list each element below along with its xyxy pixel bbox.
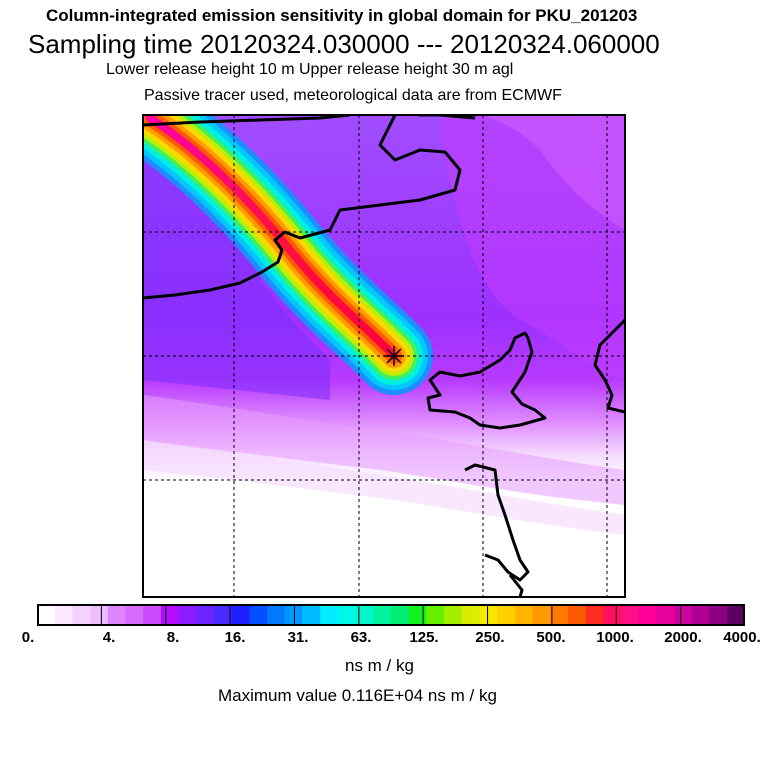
coastlines bbox=[143, 115, 625, 597]
colorbar-swatch bbox=[550, 604, 569, 626]
colorbar-swatch bbox=[231, 604, 250, 626]
colorbar-swatch bbox=[72, 604, 91, 626]
colorbar-tick-label: 63. bbox=[350, 629, 372, 646]
colorbar-swatch bbox=[532, 604, 551, 626]
colorbar-swatch bbox=[355, 604, 374, 626]
colorbar-swatch bbox=[674, 604, 693, 626]
colorbar-tick-label: 2000. bbox=[664, 629, 702, 646]
colorbar-swatch bbox=[54, 604, 73, 626]
colorbar-tick-label: 125. bbox=[409, 629, 439, 646]
colorbar-tick-label: 4. bbox=[102, 629, 116, 646]
colorbar-swatch bbox=[337, 604, 357, 626]
colorbar-swatch bbox=[107, 604, 126, 626]
units-label: ns m / kg bbox=[345, 656, 414, 675]
emission-plume bbox=[143, 115, 433, 395]
colorbar-swatch bbox=[90, 604, 109, 626]
tracer-info: Passive tracer used, meteorological data… bbox=[144, 87, 562, 104]
colorbar-swatch bbox=[461, 604, 480, 626]
colorbar-swatch bbox=[709, 604, 728, 626]
colorbar-swatch bbox=[514, 604, 534, 626]
colorbar-swatch bbox=[727, 604, 745, 626]
colorbar-swatch bbox=[426, 604, 445, 626]
colorbar-swatch bbox=[603, 604, 622, 626]
colorbar-swatch bbox=[638, 604, 657, 626]
colorbar-swatch bbox=[178, 604, 197, 626]
colorbar-swatch bbox=[497, 604, 516, 626]
colorbar-swatch bbox=[37, 604, 56, 626]
colorbar-tick-label: 31. bbox=[287, 629, 309, 646]
colorbar-tick-label: 250. bbox=[475, 629, 505, 646]
maximum-value: Maximum value 0.116E+04 ns m / kg bbox=[218, 686, 497, 705]
colorbar-swatch bbox=[125, 604, 144, 626]
release-site-marker bbox=[384, 346, 404, 366]
colorbar-swatch bbox=[656, 604, 675, 626]
chart-title: Column-integrated emission sensitivity i… bbox=[46, 6, 638, 25]
colorbar-swatch bbox=[373, 604, 392, 626]
colorbar-tick-label: 4000. bbox=[723, 629, 761, 646]
sampling-time: Sampling time 20120324.030000 --- 201203… bbox=[28, 29, 660, 59]
colorbar-swatch bbox=[160, 604, 180, 626]
colorbar-swatch bbox=[249, 604, 268, 626]
colorbar-tick-label: 16. bbox=[224, 629, 246, 646]
release-height: Lower release height 10 m Upper release … bbox=[106, 61, 514, 78]
colorbar-swatch bbox=[568, 604, 587, 626]
colorbar-swatch bbox=[302, 604, 321, 626]
colorbar-swatch bbox=[196, 604, 215, 626]
colorbar-tick-label: 0. bbox=[21, 629, 35, 646]
colorbar-swatch bbox=[320, 604, 339, 626]
map-frame bbox=[142, 114, 626, 598]
colorbar-border bbox=[37, 604, 745, 626]
colorbar-swatch bbox=[444, 604, 463, 626]
colorbar-swatch bbox=[143, 604, 162, 626]
colorbar-tick-label: 500. bbox=[536, 629, 566, 646]
colorbar-swatch bbox=[267, 604, 286, 626]
colorbar-tick-label: 8. bbox=[166, 629, 180, 646]
colorbar-swatch bbox=[585, 604, 604, 626]
colorbar-swatch bbox=[284, 604, 303, 626]
colorbar-swatch bbox=[691, 604, 711, 626]
colorbar-swatch bbox=[391, 604, 410, 626]
colorbar-tick-label: 1000. bbox=[596, 629, 634, 646]
colorbar-swatch bbox=[479, 604, 498, 626]
colorbar-swatch bbox=[621, 604, 640, 626]
colorbar-swatch bbox=[214, 604, 233, 626]
colorbar-swatch bbox=[408, 604, 427, 626]
color-legend bbox=[37, 604, 745, 626]
